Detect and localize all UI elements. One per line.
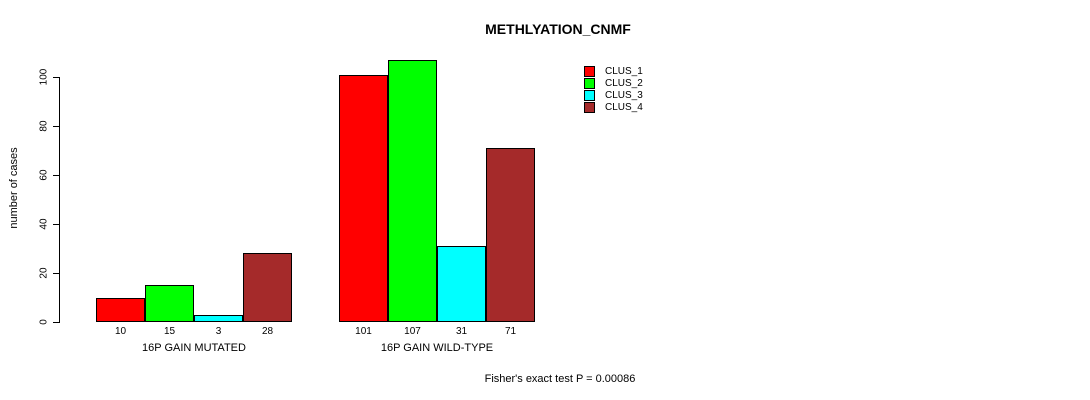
y-tick-label: 80 [38,120,50,132]
y-tick-mark [53,125,59,127]
legend-swatch-icon [584,102,595,114]
bar-value-label: 10 [114,326,127,337]
y-tick-mark [53,272,59,274]
y-tick-mark [53,223,59,225]
legend-label: CLUS_4 [605,102,643,114]
bar-clus_3-group1 [194,314,243,322]
y-tick-mark [53,76,59,78]
bar-clus_1-group2 [339,74,388,322]
legend-swatch-icon [584,90,595,102]
legend-swatch-icon [584,78,595,90]
bar-value-label: 107 [404,326,421,337]
legend-label: CLUS_1 [605,66,643,77]
bar-value-label: 71 [504,326,517,337]
bar-clus_1-group1 [96,297,145,322]
bar-clus_2-group2 [388,59,437,322]
x-category-label: 16P GAIN WILD-TYPE [380,342,494,354]
bar-clus_4-group1 [243,253,292,322]
y-axis-line [59,77,60,323]
y-tick-mark [53,174,59,176]
y-tick-label: 20 [38,267,50,279]
bar-clus_4-group2 [486,148,535,322]
bar-value-label: 15 [163,326,176,337]
y-tick-label: 60 [38,169,50,181]
chart-title: METHLYATION_CNMF [485,21,631,37]
y-tick-mark [53,321,59,323]
y-tick-label: 0 [38,319,50,325]
x-category-label: 16P GAIN MUTATED [142,342,246,354]
legend-label: CLUS_3 [605,90,643,102]
y-axis-title: number of cases [8,147,20,229]
bar-clus_2-group1 [145,285,194,322]
bar-value-label: 31 [455,326,468,337]
bar-clus_3-group2 [437,246,486,322]
legend-swatch-icon [584,66,595,77]
fisher-test-annotation: Fisher's exact test P = 0.00086 [484,373,636,385]
legend-label: CLUS_2 [605,78,643,90]
y-tick-label: 40 [38,218,50,230]
bar-value-label: 101 [355,326,372,337]
y-tick-label: 100 [38,68,50,86]
bar-value-label: 3 [215,326,222,337]
bar-value-label: 28 [261,326,274,337]
